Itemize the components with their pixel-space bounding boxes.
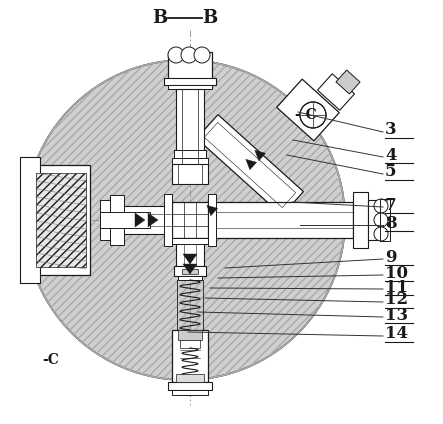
Polygon shape [148,213,158,227]
Text: 7: 7 [385,196,396,214]
Circle shape [374,199,388,213]
Text: B: B [152,9,167,27]
Text: 14: 14 [385,326,408,343]
Bar [174,150,206,158]
Bar [176,89,204,164]
Polygon shape [183,264,197,274]
Bar [100,212,150,228]
Bar [178,330,202,340]
Circle shape [374,213,388,227]
Text: - C: - C [295,108,317,122]
Text: 11: 11 [385,279,408,296]
Bar [168,382,212,390]
Polygon shape [255,151,265,161]
Circle shape [300,102,326,128]
Bar [174,266,206,276]
Bar [208,194,216,246]
Text: -C: -C [42,353,59,367]
Polygon shape [318,74,354,110]
Text: 12: 12 [385,292,408,309]
Polygon shape [277,79,339,141]
Circle shape [25,60,345,380]
Bar [178,276,202,280]
Bar [164,78,216,85]
Text: B: B [202,9,218,27]
Circle shape [194,47,210,63]
Polygon shape [336,70,360,94]
Bar [36,173,86,267]
Polygon shape [135,213,145,227]
Bar [168,85,212,89]
Circle shape [181,47,197,63]
Text: 8: 8 [385,215,396,232]
Polygon shape [183,254,197,264]
Bar [172,164,208,184]
Bar [172,238,208,244]
Text: 5: 5 [385,164,396,181]
Bar [110,206,172,234]
Bar [100,200,110,240]
Bar [176,238,204,266]
Text: 3: 3 [385,122,396,139]
Bar [172,202,208,238]
Bar [32,165,90,275]
Text: 13: 13 [385,307,408,324]
Text: 4: 4 [385,147,396,164]
Bar [164,194,172,246]
Bar [172,330,208,382]
Text: 9: 9 [385,248,396,265]
Polygon shape [197,114,303,215]
Bar [172,390,208,395]
Text: 10: 10 [385,265,408,282]
Bar [20,157,40,283]
Bar [172,158,208,164]
Bar [208,202,353,238]
Bar [380,199,390,241]
Bar [176,374,204,382]
Bar [110,195,124,245]
Bar [368,200,380,240]
Bar [168,52,212,80]
Bar [353,192,368,248]
Bar [180,340,200,348]
Bar [182,269,198,274]
Polygon shape [246,159,256,170]
Circle shape [374,227,388,241]
Polygon shape [207,205,218,216]
Circle shape [168,47,184,63]
